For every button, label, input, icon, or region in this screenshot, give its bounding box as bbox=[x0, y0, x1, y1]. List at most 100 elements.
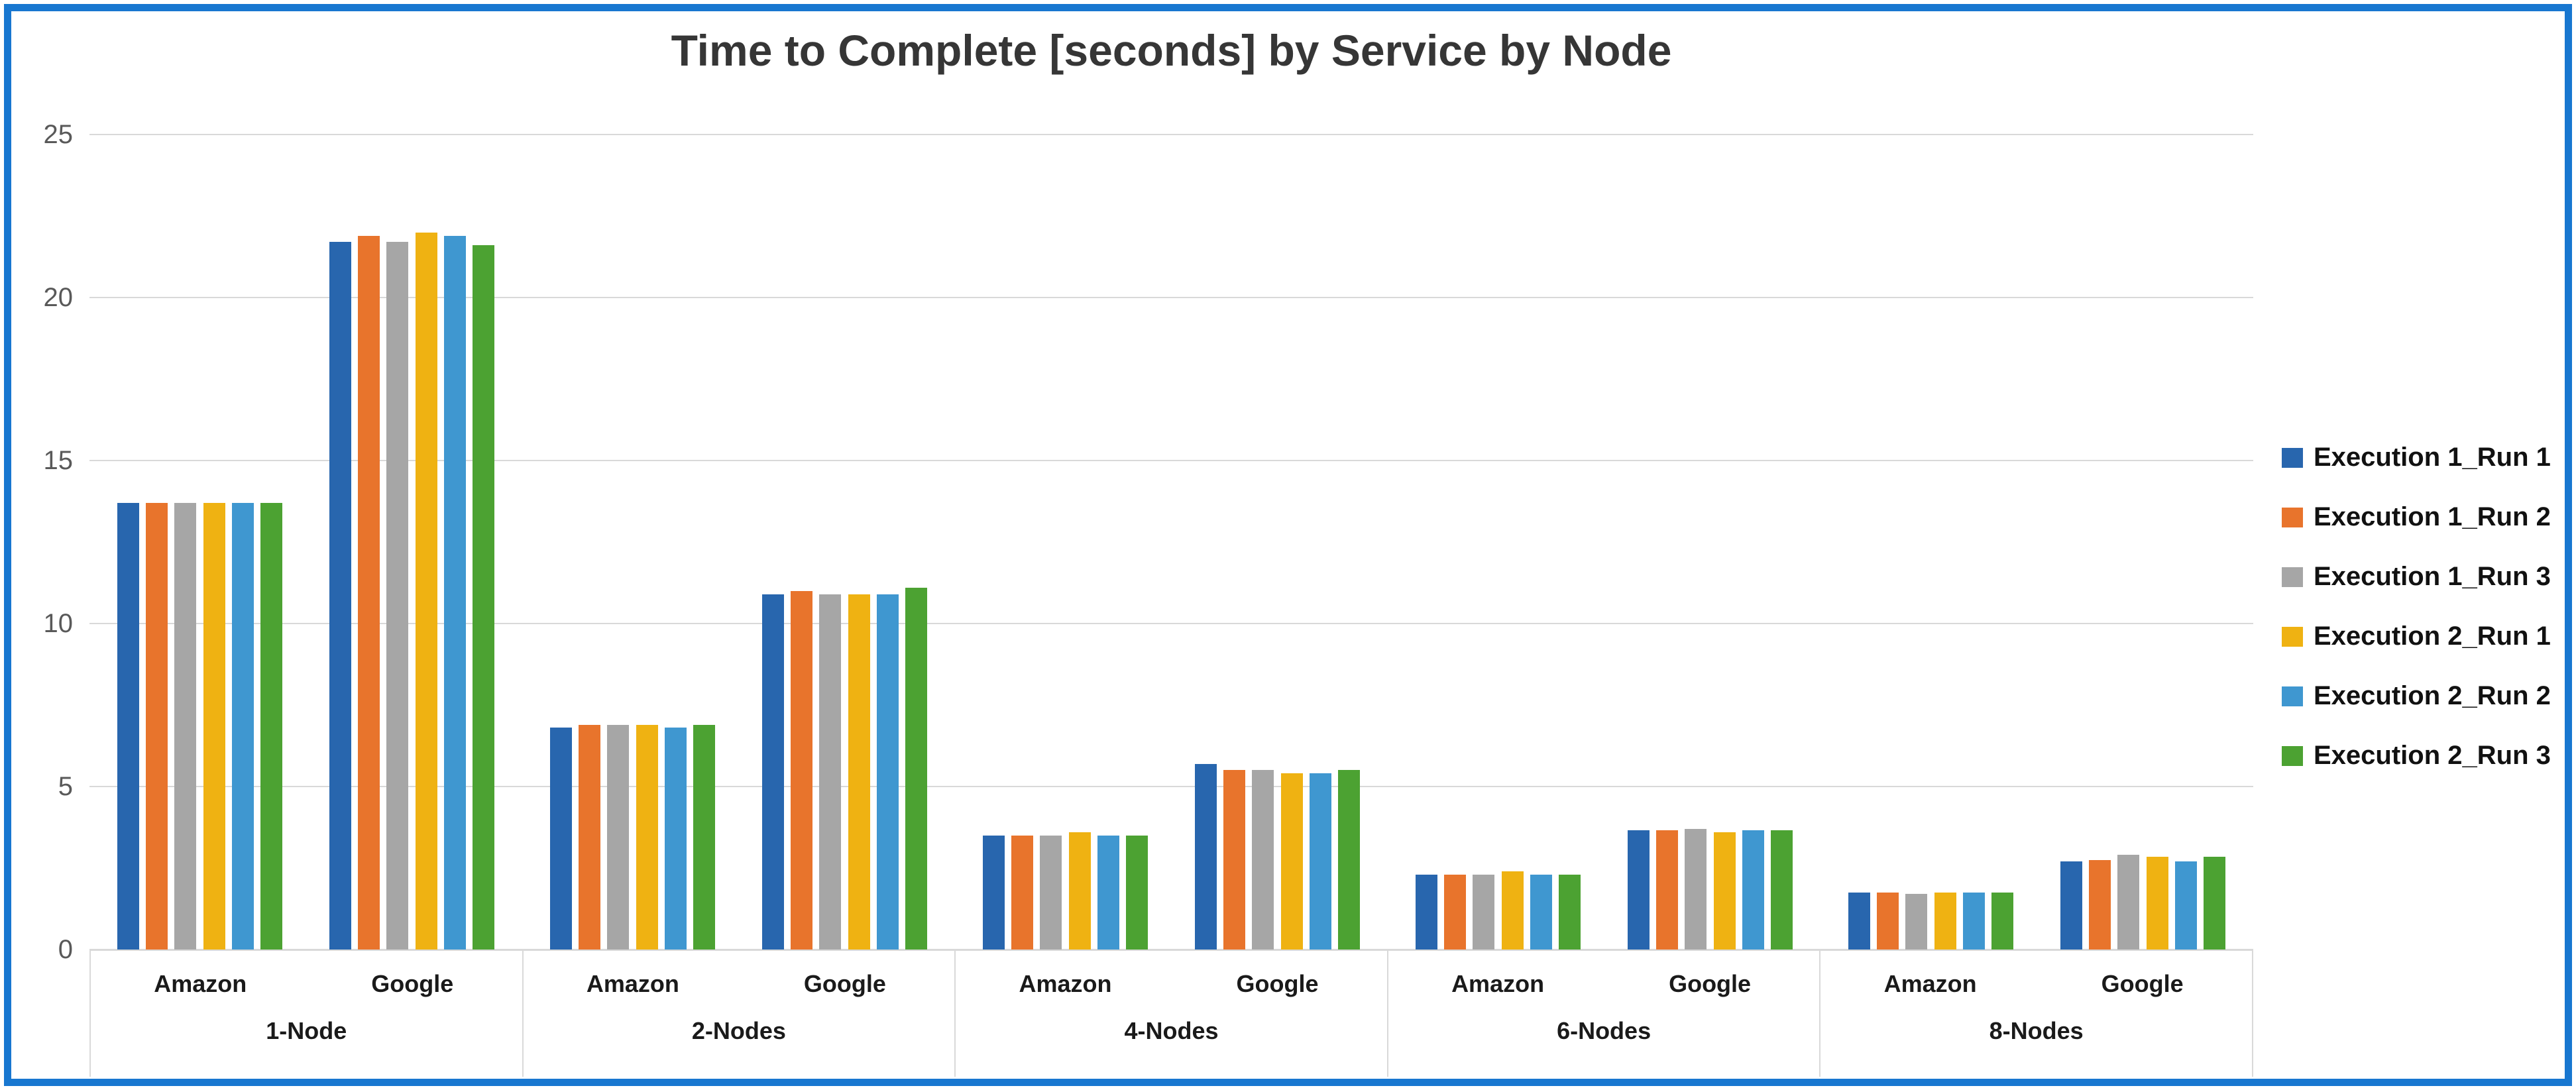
bar-execution-2-run-3 bbox=[260, 502, 283, 950]
bar-execution-1-run-2 bbox=[1876, 892, 1899, 950]
service-label-row: Amazon Google bbox=[1820, 951, 2252, 1017]
bar-execution-1-run-3 bbox=[607, 724, 630, 950]
node-label-row: 8-Nodes bbox=[1820, 1017, 2252, 1077]
gridline-y-25 bbox=[89, 134, 2253, 135]
bar-execution-2-run-1 bbox=[2146, 856, 2168, 950]
bar-execution-2-run-2 bbox=[444, 235, 467, 950]
bar-group-8-nodes bbox=[1820, 135, 2253, 950]
legend-swatch-icon bbox=[2282, 567, 2303, 587]
bar-execution-1-run-3 bbox=[174, 502, 197, 950]
bar-execution-1-run-1 bbox=[1194, 763, 1217, 950]
bar-execution-1-run-3 bbox=[819, 594, 842, 950]
chart-title: Time to Complete [seconds] by Service by… bbox=[671, 26, 1672, 75]
legend-swatch-icon bbox=[2282, 686, 2303, 706]
bar-execution-2-run-1 bbox=[1501, 871, 1524, 950]
bar-cluster-2-nodes-amazon bbox=[549, 135, 716, 950]
bar-execution-2-run-2 bbox=[1963, 892, 1986, 950]
legend-item-execution-1-run-1: Execution 1_Run 1 bbox=[2282, 443, 2567, 472]
bar-execution-1-run-3 bbox=[1905, 894, 1928, 950]
bar-execution-2-run-2 bbox=[1530, 874, 1553, 950]
legend-item-label: Execution 1_Run 3 bbox=[2314, 562, 2551, 591]
bar-execution-2-run-2 bbox=[232, 502, 254, 950]
service-label-row: Amazon Google bbox=[91, 951, 522, 1017]
legend: Execution 1_Run 1 Execution 1_Run 2 Execut… bbox=[2282, 443, 2567, 771]
bar-execution-2-run-1 bbox=[1713, 832, 1736, 950]
service-label-google: Google bbox=[2101, 970, 2184, 997]
bar-group-1-node bbox=[89, 135, 522, 950]
bar-execution-2-run-3 bbox=[1338, 770, 1361, 950]
bar-group-2-nodes bbox=[522, 135, 955, 950]
category-axis: Amazon Google 1-Node Amazon Google 2-Nodes Ama… bbox=[89, 950, 2253, 1077]
bar-execution-1-run-3 bbox=[1685, 828, 1707, 950]
y-axis-tick-label: 15 bbox=[43, 446, 74, 475]
bar-execution-1-run-2 bbox=[1011, 835, 1033, 950]
bar-execution-1-run-1 bbox=[117, 502, 139, 950]
bar-execution-2-run-1 bbox=[1934, 892, 1956, 950]
service-label-row: Amazon Google bbox=[1388, 951, 1820, 1017]
bar-cluster-6-nodes-amazon bbox=[1415, 135, 1581, 950]
node-label-2-nodes: 2-Nodes bbox=[691, 1017, 786, 1044]
bar-execution-2-run-3 bbox=[1991, 892, 2014, 950]
bar-cluster-6-nodes-google bbox=[1627, 135, 1793, 950]
bar-execution-1-run-1 bbox=[549, 728, 572, 950]
gridline-y-20 bbox=[89, 297, 2253, 298]
bar-execution-1-run-1 bbox=[1415, 874, 1437, 950]
bar-execution-2-run-1 bbox=[1068, 832, 1091, 950]
bar-execution-2-run-3 bbox=[693, 724, 716, 950]
bar-execution-2-run-3 bbox=[473, 245, 495, 950]
bar-execution-1-run-3 bbox=[1473, 874, 1495, 950]
service-label-row: Amazon Google bbox=[524, 951, 955, 1017]
legend-item-execution-2-run-1: Execution 2_Run 1 bbox=[2282, 622, 2567, 651]
service-label-google: Google bbox=[803, 970, 886, 997]
bar-execution-1-run-1 bbox=[1848, 892, 1870, 950]
bar-execution-2-run-3 bbox=[905, 587, 928, 950]
bar-execution-2-run-1 bbox=[415, 232, 437, 950]
bar-execution-1-run-1 bbox=[2060, 861, 2082, 950]
bar-execution-2-run-2 bbox=[1742, 830, 1765, 950]
axis-group-4-nodes: Amazon Google 4-Nodes bbox=[954, 951, 1387, 1077]
service-label-amazon: Amazon bbox=[586, 970, 679, 997]
bar-cluster-8-nodes-google bbox=[2060, 135, 2226, 950]
bar-execution-1-run-2 bbox=[145, 502, 168, 950]
node-label-1-node: 1-Node bbox=[266, 1017, 347, 1044]
plot-area bbox=[89, 134, 2253, 950]
legend-item-label: Execution 2_Run 3 bbox=[2314, 741, 2551, 770]
y-axis-tick-label: 10 bbox=[43, 609, 74, 638]
legend-item-label: Execution 1_Run 2 bbox=[2314, 502, 2551, 531]
node-label-row: 4-Nodes bbox=[956, 1017, 1387, 1077]
service-label-amazon: Amazon bbox=[1019, 970, 1112, 997]
service-label-amazon: Amazon bbox=[1451, 970, 1545, 997]
legend-swatch-icon bbox=[2282, 447, 2303, 468]
bar-execution-1-run-1 bbox=[761, 594, 784, 950]
node-label-8-nodes: 8-Nodes bbox=[1989, 1017, 2084, 1044]
bar-execution-1-run-1 bbox=[1627, 830, 1650, 950]
bar-execution-2-run-1 bbox=[203, 502, 225, 950]
node-label-4-nodes: 4-Nodes bbox=[1124, 1017, 1219, 1044]
bar-group-4-nodes bbox=[955, 135, 1388, 950]
bar-execution-2-run-2 bbox=[2175, 861, 2198, 950]
bar-cluster-4-nodes-google bbox=[1194, 135, 1361, 950]
bar-execution-2-run-1 bbox=[1280, 773, 1303, 950]
service-label-google: Google bbox=[1236, 970, 1319, 997]
gridline-y-15 bbox=[89, 460, 2253, 461]
legend-item-execution-2-run-2: Execution 2_Run 2 bbox=[2282, 681, 2567, 711]
legend-item-label: Execution 1_Run 1 bbox=[2314, 443, 2551, 472]
bar-group-6-nodes bbox=[1388, 135, 1820, 950]
bar-cluster-1-node-amazon bbox=[117, 135, 283, 950]
axis-group-2-nodes: Amazon Google 2-Nodes bbox=[522, 951, 955, 1077]
axis-group-1-node: Amazon Google 1-Node bbox=[89, 951, 522, 1077]
legend-swatch-icon bbox=[2282, 745, 2303, 766]
legend-item-label: Execution 2_Run 1 bbox=[2314, 622, 2551, 651]
bar-cluster-8-nodes-amazon bbox=[1848, 135, 2014, 950]
y-axis-tick-label: 20 bbox=[43, 283, 74, 312]
axis-group-6-nodes: Amazon Google 6-Nodes bbox=[1386, 951, 1820, 1077]
bar-execution-1-run-1 bbox=[329, 242, 351, 950]
bar-execution-2-run-1 bbox=[636, 724, 658, 950]
bar-execution-2-run-2 bbox=[877, 594, 899, 950]
bar-layer bbox=[89, 135, 2253, 950]
bar-execution-1-run-2 bbox=[357, 235, 380, 950]
bar-execution-2-run-3 bbox=[1771, 830, 1793, 950]
gridline-y-10 bbox=[89, 623, 2253, 624]
bar-execution-2-run-3 bbox=[1559, 874, 1581, 950]
service-label-amazon: Amazon bbox=[154, 970, 247, 997]
